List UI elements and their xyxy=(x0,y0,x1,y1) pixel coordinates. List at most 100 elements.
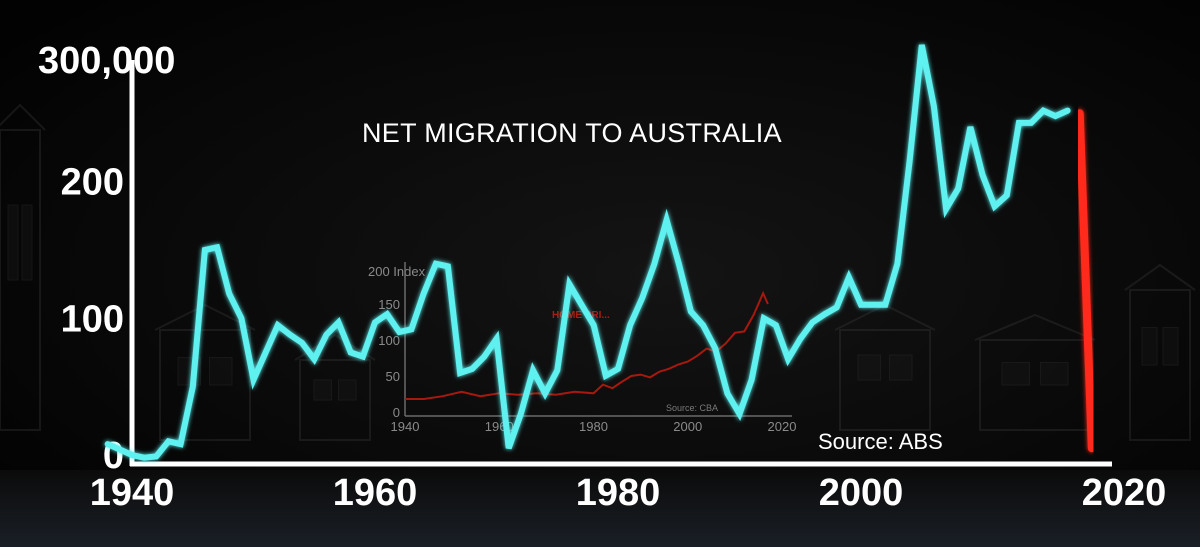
data-point xyxy=(982,174,983,176)
inset-y-ticks: 150 100 50 0 xyxy=(378,297,400,420)
x-tick-label: 1960 xyxy=(333,472,418,514)
data-point xyxy=(739,413,740,415)
data-point xyxy=(568,283,570,285)
data-point xyxy=(848,276,850,278)
inset-series-label: HOME PRI... xyxy=(552,310,610,321)
data-point xyxy=(1018,122,1020,124)
data-point xyxy=(751,379,753,381)
data-point xyxy=(143,457,145,459)
data-point xyxy=(131,454,133,456)
floor xyxy=(0,470,1200,547)
inset-y-tick-label: 50 xyxy=(386,369,400,384)
data-point xyxy=(410,328,412,330)
x-tick-label: 1940 xyxy=(90,472,175,514)
data-point xyxy=(641,297,643,299)
data-point xyxy=(192,386,194,388)
chart-title: NET MIGRATION TO AUSTRALIA xyxy=(362,118,782,148)
data-point xyxy=(435,263,437,265)
data-point xyxy=(459,372,461,374)
data-point xyxy=(362,356,364,358)
data-point xyxy=(605,375,607,377)
data-point xyxy=(969,126,971,128)
data-point xyxy=(775,324,777,326)
data-point xyxy=(301,342,303,344)
data-point xyxy=(909,160,911,162)
data-point xyxy=(483,356,485,358)
data-point xyxy=(228,293,230,295)
data-point xyxy=(593,324,595,326)
data-point xyxy=(1054,115,1056,117)
data-point xyxy=(532,369,534,371)
data-point xyxy=(726,393,728,394)
data-point xyxy=(423,293,425,295)
data-point xyxy=(508,447,510,449)
data-point xyxy=(325,334,327,336)
data-point xyxy=(1091,447,1093,449)
data-point xyxy=(581,304,582,306)
data-point xyxy=(994,205,996,207)
x-tick-label: 2020 xyxy=(1082,472,1167,514)
data-point xyxy=(945,208,947,210)
data-point xyxy=(896,263,898,265)
data-point xyxy=(313,358,315,360)
data-point xyxy=(253,379,254,381)
data-point xyxy=(702,324,704,326)
data-point xyxy=(289,334,291,336)
inset-y-tick-label: 150 xyxy=(378,297,400,312)
series-group xyxy=(104,44,1096,461)
inset-y-tick-label: 0 xyxy=(393,405,400,420)
inset-x-tick-label: 1980 xyxy=(579,419,608,434)
data-point xyxy=(836,306,838,308)
data-point xyxy=(216,246,218,248)
data-point xyxy=(653,263,655,265)
x-tick-label: 1980 xyxy=(576,472,661,514)
data-point xyxy=(617,368,619,370)
data-point xyxy=(872,304,874,306)
data-point xyxy=(265,352,267,353)
data-point xyxy=(398,331,400,333)
data-point xyxy=(496,338,497,340)
data-point xyxy=(386,313,388,315)
data-point xyxy=(921,44,923,46)
data-point xyxy=(860,304,862,306)
data-point xyxy=(374,321,376,323)
data-point xyxy=(471,368,473,370)
data-point xyxy=(447,265,449,267)
data-point xyxy=(204,249,206,251)
data-point xyxy=(520,413,522,415)
data-point xyxy=(167,440,169,442)
data-point xyxy=(666,219,668,221)
data-point xyxy=(763,317,765,319)
data-point xyxy=(957,188,959,189)
data-point xyxy=(107,443,109,445)
data-point xyxy=(799,338,801,340)
chart-source: Source: ABS xyxy=(818,429,943,454)
inset-x-tick-label: 2000 xyxy=(673,419,702,434)
data-point xyxy=(1030,122,1032,124)
x-tick-label: 2000 xyxy=(819,472,904,514)
data-point xyxy=(1067,110,1069,112)
net-migration-drop-line xyxy=(1075,109,1096,453)
data-point xyxy=(240,317,242,319)
data-point xyxy=(556,369,558,371)
data-point xyxy=(787,358,789,360)
net-migration-line xyxy=(104,44,1071,461)
data-point xyxy=(350,352,352,353)
y-tick-top: 300,000 xyxy=(38,40,175,82)
inset-y-top-label: 200 Index xyxy=(368,264,426,279)
data-point xyxy=(884,304,886,306)
data-point xyxy=(119,449,121,450)
data-point xyxy=(629,324,631,326)
inset-x-tick-label: 1940 xyxy=(391,419,420,434)
data-point xyxy=(338,321,339,323)
inset-source: Source: CBA xyxy=(666,403,718,413)
data-point xyxy=(811,321,813,323)
bg-house xyxy=(1124,263,1196,441)
data-point xyxy=(714,347,716,349)
bg-house xyxy=(974,313,1096,431)
y-tick-label: 200 xyxy=(61,162,124,204)
bg-house xyxy=(0,103,46,431)
